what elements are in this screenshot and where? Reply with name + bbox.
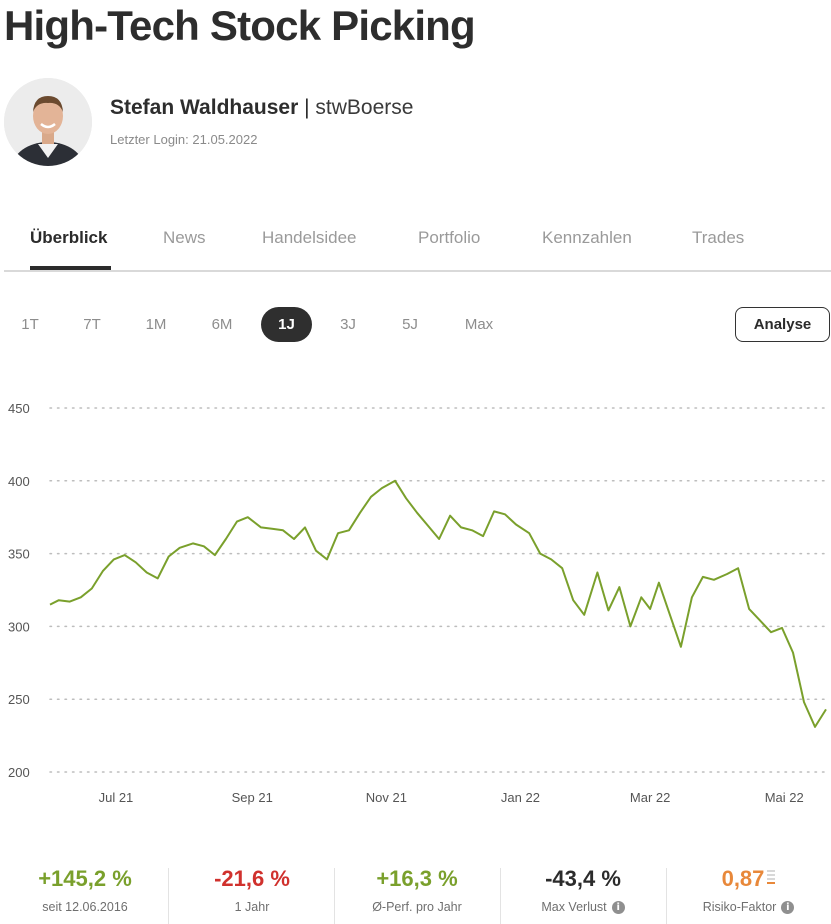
profile-name-line: Stefan Waldhauser | stwBoerse [110,96,413,120]
x-tick-label: Nov 21 [366,790,407,805]
tab-trades[interactable]: Trades [692,228,745,247]
stat-label: Risiko-Faktor i [666,900,831,915]
tab-ueberblick[interactable]: Überblick [30,228,108,247]
active-tab-indicator [30,266,111,270]
range-3j[interactable]: 3J [340,316,356,333]
profile-info: Stefan Waldhauser | stwBoerse Letzter Lo… [110,96,413,147]
y-tick-label: 250 [8,692,30,707]
performance-chart[interactable]: 200 250 300 350 400 450 Jul 21 Sep 21 Nov 21 Jan… [0,390,831,810]
range-6m[interactable]: 6M [211,316,233,333]
x-tick-label: Sep 21 [232,790,273,805]
stats-bar: +145,2 % seit 12.06.2016 -21,6 % 1 Jahr … [0,866,831,924]
x-tick-label: Mai 22 [765,790,804,805]
stat-label: Ø-Perf. pro Jahr [372,900,462,914]
y-tick-label: 400 [8,474,30,489]
stat-total-performance: +145,2 % seit 12.06.2016 [0,866,170,914]
avatar-image [4,78,92,166]
stat-avg-performance: +16,3 % Ø-Perf. pro Jahr [334,866,500,914]
x-tick-label: Jan 22 [501,790,540,805]
range-1j[interactable]: 1J [261,307,312,342]
profile-name[interactable]: Stefan Waldhauser [110,96,299,119]
y-tick-label: 200 [8,765,30,780]
stat-value: +145,2 % [38,866,132,891]
stat-label-text: Max Verlust [541,900,607,914]
time-range-selector: 1T 7T 1M 6M 1J 3J 5J Max Analyse [0,307,831,343]
avatar[interactable] [4,78,92,166]
tab-portfolio[interactable]: Portfolio [418,228,481,247]
stat-divider [334,868,335,924]
profile-separator: | [304,96,310,119]
stat-value: 0,87 [666,866,831,892]
y-tick-label: 300 [8,619,30,634]
stat-one-year: -21,6 % 1 Jahr [170,866,334,914]
risk-level-icon [767,870,776,886]
tab-handelsidee[interactable]: Handelsidee [262,228,357,247]
range-1m[interactable]: 1M [145,316,167,333]
analyse-button[interactable]: Analyse [735,307,830,342]
range-5j[interactable]: 5J [402,316,418,333]
y-tick-label: 350 [8,547,30,562]
x-tick-label: Jul 21 [99,790,134,805]
stat-divider [168,868,169,924]
stat-divider [500,868,501,924]
tab-news[interactable]: News [163,228,206,247]
info-icon[interactable]: i [611,901,625,915]
stat-label-text: Risiko-Faktor [702,900,777,914]
info-icon[interactable]: i [781,901,795,915]
range-7t[interactable]: 7T [83,316,101,333]
stat-max-loss: -43,4 % Max Verlust i [500,866,666,915]
x-tick-label: Mar 22 [630,790,670,805]
range-max[interactable]: Max [464,316,494,333]
stat-value: -43,4 % [545,866,621,891]
tab-kennzahlen[interactable]: Kennzahlen [542,228,632,247]
stat-risk-factor: 0,87 Risiko-Faktor i [666,866,831,915]
stat-value: -21,6 % [214,866,290,891]
y-tick-label: 450 [8,401,30,416]
last-login: Letzter Login: 21.05.2022 [110,132,258,147]
performance-line [49,479,827,728]
stat-label: seit 12.06.2016 [42,900,128,914]
stat-label: Max Verlust i [500,900,666,915]
stat-label: 1 Jahr [234,900,270,914]
tab-bar: Überblick News Handelsidee Portfolio Ken… [4,222,831,272]
profile-handle[interactable]: stwBoerse [315,96,414,119]
stat-value: +16,3 % [376,866,458,891]
stat-value-text: 0,87 [721,866,765,891]
performance-chart-svg: 200 250 300 350 400 450 Jul 21 Sep 21 Nov 21 Jan… [8,401,827,805]
stat-divider [666,868,667,924]
range-1t[interactable]: 1T [21,316,39,333]
page-title: High-Tech Stock Picking [4,2,476,49]
